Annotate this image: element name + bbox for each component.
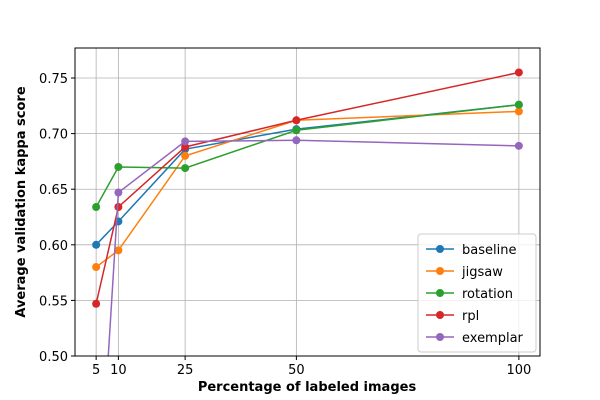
point <box>181 151 190 160</box>
point <box>92 299 101 308</box>
legend-marker <box>436 245 444 253</box>
point <box>92 263 101 272</box>
point <box>181 142 190 151</box>
point <box>114 203 123 212</box>
point <box>514 68 523 77</box>
point <box>181 164 190 173</box>
series-line <box>95 103 519 246</box>
point <box>292 136 301 145</box>
y-tick-label: 0.75 <box>39 72 68 87</box>
x-tick-label: 100 <box>506 363 531 378</box>
y-axis-label: Average validation kappa score <box>14 86 29 317</box>
plot-frame <box>74 47 541 357</box>
legend-marker <box>436 333 444 341</box>
y-tick-label: 0.65 <box>39 183 68 198</box>
legend-marker <box>436 267 444 275</box>
legend-label: rpl <box>462 309 479 324</box>
point <box>514 141 523 150</box>
legend-label: baseline <box>462 243 516 258</box>
point <box>292 116 301 125</box>
legend-label: exemplar <box>462 331 524 346</box>
legend-marker <box>436 311 444 319</box>
x-tick-label: 10 <box>110 363 127 378</box>
legend-marker <box>436 289 444 297</box>
x-tick-label: 25 <box>177 363 194 378</box>
point <box>92 240 101 249</box>
point <box>92 203 101 212</box>
legend-label: rotation <box>462 287 513 302</box>
x-tick-label: 50 <box>288 363 305 378</box>
y-tick-label: 0.50 <box>39 350 68 365</box>
point <box>514 107 523 116</box>
legend-label: jigsaw <box>461 265 503 280</box>
y-tick-label: 0.55 <box>39 294 68 309</box>
y-tick-label: 0.70 <box>39 128 68 143</box>
plot-area <box>92 68 523 356</box>
point <box>114 162 123 171</box>
axes: 5 10 25 50 100 0.50 0.55 0.60 0.65 0.70 0.75 <box>39 72 531 378</box>
legend: baseline jigsaw rotation rpl exemplar <box>417 233 537 353</box>
legend-box <box>417 233 537 353</box>
point <box>292 126 301 135</box>
point <box>114 188 123 197</box>
point <box>114 246 123 255</box>
point <box>181 137 190 146</box>
x-axis-label: Percentage of labeled images <box>198 380 417 395</box>
point <box>514 100 523 109</box>
x-tick-label: 5 <box>92 363 100 378</box>
y-tick-label: 0.60 <box>39 239 68 254</box>
